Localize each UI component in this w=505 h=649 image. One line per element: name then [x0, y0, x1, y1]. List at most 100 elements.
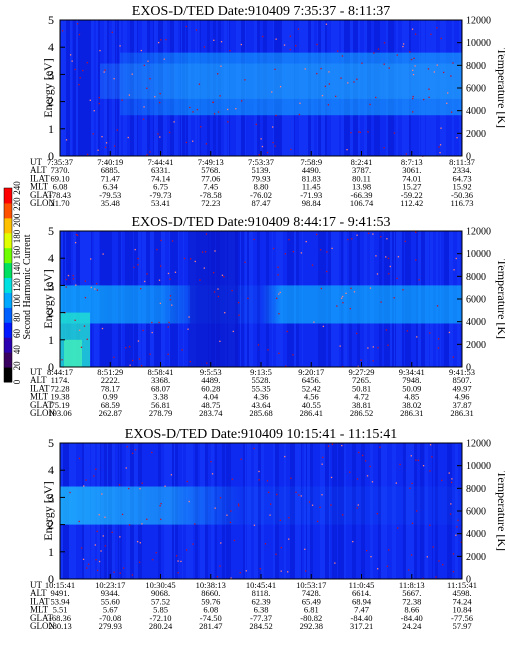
orbit-value: 193.06	[48, 408, 71, 418]
colorbar-segment	[4, 277, 12, 293]
noise-speck	[98, 102, 100, 105]
noise-speck	[328, 83, 330, 85]
orbit-value: 6.08	[53, 182, 68, 192]
orbit-value: 7.47	[354, 605, 369, 615]
orbit-value: 5528.	[251, 375, 270, 385]
noise-speck	[376, 273, 379, 275]
noise-speck	[385, 256, 387, 258]
noise-speck	[94, 288, 96, 290]
noise-speck	[440, 37, 442, 40]
colorbar-tick-label: 20	[12, 361, 22, 371]
panel-title: EXOS-D/TED Date:910409 8:44:17 - 9:41:53	[132, 215, 391, 230]
noise-speck	[371, 481, 374, 483]
orbit-value: 116.73	[450, 198, 473, 208]
noise-speck	[134, 449, 137, 451]
noise-speck	[409, 487, 411, 489]
noise-speck	[412, 73, 415, 76]
orbit-value: 8660.	[201, 588, 220, 598]
orbit-value: -71.93	[300, 190, 322, 200]
energy-tick-label: 0	[48, 572, 54, 586]
orbit-value: 4.56	[304, 392, 319, 402]
spectrogram-image	[60, 231, 462, 368]
noise-speck	[402, 289, 404, 291]
noise-speck	[238, 505, 240, 507]
noise-speck	[238, 314, 240, 316]
noise-speck	[159, 505, 161, 507]
energy-tick-label: 2	[48, 95, 54, 109]
noise-speck	[221, 274, 224, 276]
noise-speck	[362, 454, 364, 457]
orbit-value: 283.74	[199, 408, 223, 418]
temperature-tick-label: 0	[466, 575, 471, 586]
noise-speck	[315, 233, 318, 236]
noise-speck	[84, 280, 86, 282]
energy-tick-label: 2	[48, 306, 54, 320]
noise-speck	[438, 146, 440, 148]
temperature-tick-label: 8000	[466, 61, 486, 72]
orbit-value: 281.47	[199, 621, 222, 631]
noise-speck	[259, 568, 261, 570]
noise-speck	[280, 547, 283, 549]
orbit-value: 55.35	[251, 383, 270, 393]
noise-speck	[439, 152, 441, 154]
spectrogram-stripe	[100, 20, 104, 156]
colorbar-tick-label: 0	[12, 379, 22, 384]
spectrogram-stripe	[66, 20, 70, 156]
orbit-value: -79.73	[150, 190, 172, 200]
noise-speck	[275, 38, 277, 40]
noise-speck	[345, 292, 347, 295]
orbit-value: 9:20:17	[298, 367, 324, 377]
orbit-value: 7:58:9	[300, 157, 322, 167]
noise-speck	[131, 73, 133, 75]
noise-speck	[399, 463, 401, 466]
noise-speck	[86, 338, 88, 340]
noise-speck	[412, 69, 414, 71]
orbit-value: 9491.	[50, 588, 69, 598]
colorbar-segment	[4, 322, 12, 338]
noise-speck	[415, 459, 417, 461]
energy-tick-label: 0	[48, 360, 54, 374]
noise-speck	[101, 327, 104, 330]
orbit-row-label: MLT	[30, 392, 49, 402]
noise-speck	[411, 28, 414, 30]
orbit-value: 8:7:13	[401, 157, 423, 167]
noise-speck	[385, 329, 388, 331]
noise-speck	[440, 127, 442, 129]
orbit-value: 9:34:41	[399, 367, 425, 377]
orbit-value: 15.92	[452, 182, 471, 192]
noise-speck	[277, 266, 279, 268]
noise-speck	[198, 83, 201, 85]
noise-speck	[104, 516, 106, 518]
noise-speck	[231, 478, 234, 480]
noise-speck	[325, 23, 328, 25]
orbit-value: 53.94	[50, 596, 70, 606]
noise-speck	[324, 85, 327, 88]
orbit-value: 52.42	[302, 383, 321, 393]
spectrogram-stripe	[63, 20, 66, 156]
noise-speck	[350, 287, 352, 289]
orbit-value: 8.66	[404, 605, 419, 615]
noise-speck	[160, 39, 162, 41]
noise-speck	[220, 41, 223, 43]
noise-speck	[349, 471, 351, 473]
noise-speck	[376, 512, 378, 515]
noise-speck	[165, 38, 167, 41]
noise-speck	[219, 340, 221, 342]
spectrogram-stripe	[94, 20, 96, 156]
noise-speck	[311, 264, 314, 266]
colorbar-tick-label: 160	[12, 245, 22, 259]
noise-speck	[159, 302, 162, 304]
noise-speck	[141, 523, 143, 525]
noise-speck	[126, 446, 128, 448]
energy-tick-label: 4	[48, 463, 54, 477]
intensity-band	[60, 285, 462, 324]
noise-speck	[213, 272, 215, 274]
noise-speck	[397, 256, 400, 258]
spectrogram-stripe	[118, 20, 119, 156]
spectrogram-stripe	[60, 20, 63, 156]
noise-speck	[151, 451, 153, 454]
noise-speck	[219, 95, 221, 97]
noise-speck	[450, 503, 452, 505]
noise-speck	[205, 143, 208, 145]
colorbar-tick-label: 100	[12, 294, 22, 308]
